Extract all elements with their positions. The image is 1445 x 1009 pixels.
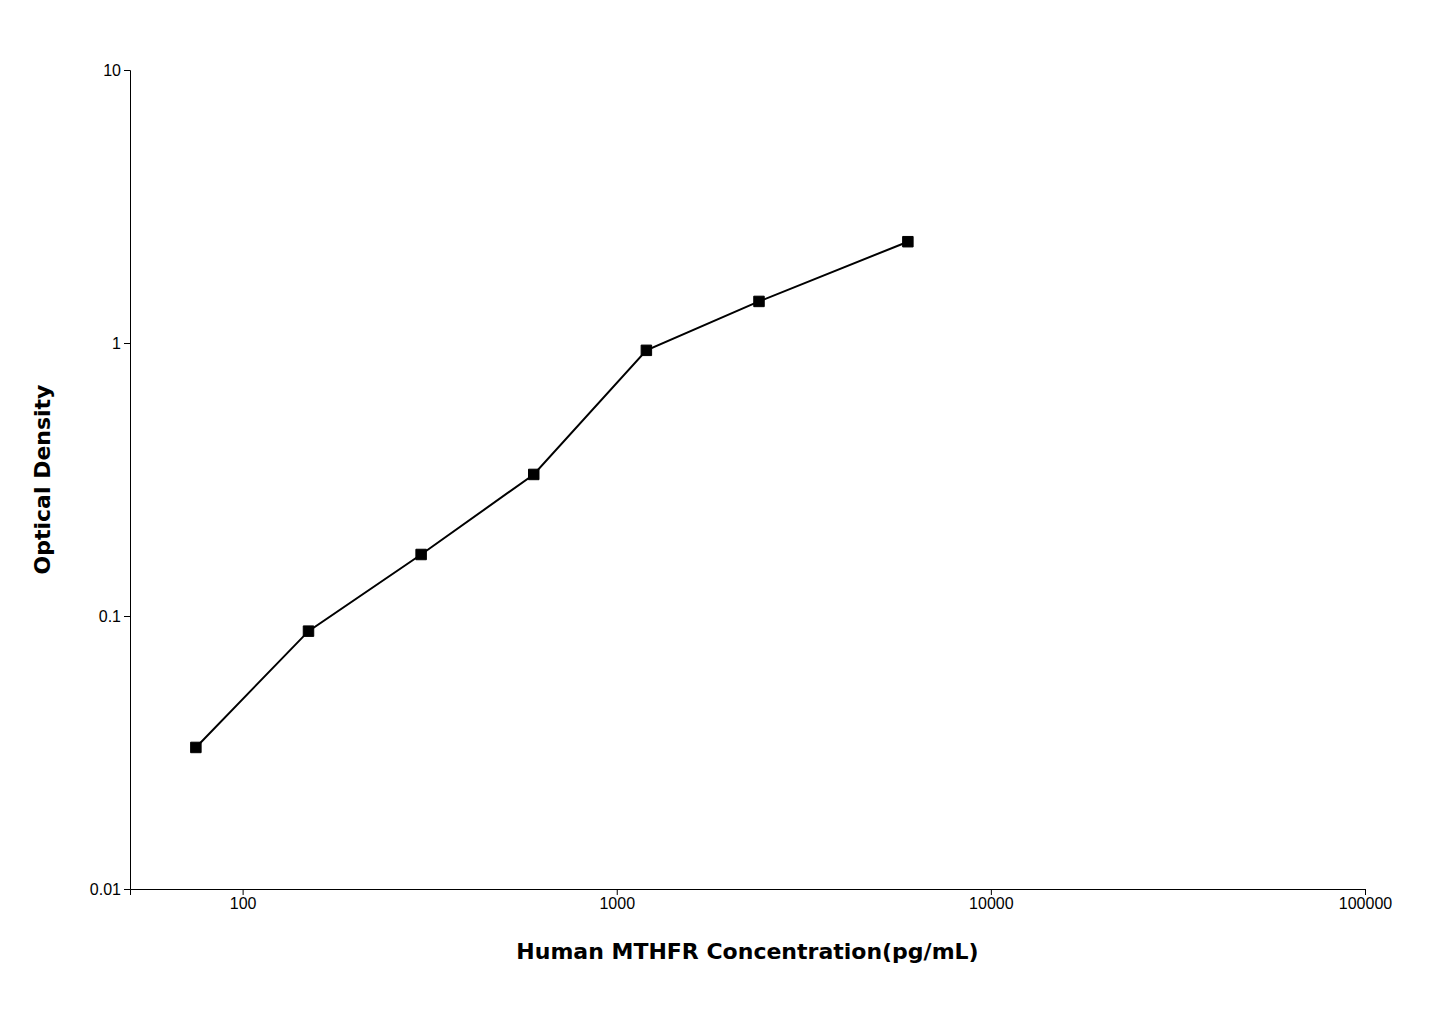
x-axis-line [131, 890, 1366, 896]
x-tick: 100 [230, 889, 257, 912]
data-point [303, 626, 313, 636]
x-tick: 100000 [1339, 889, 1392, 912]
x-axis: 100 1000 10000 100000 [131, 889, 1393, 912]
data-line [196, 242, 908, 748]
y-axis-title: Optical Density [30, 385, 55, 575]
data-point [903, 236, 913, 246]
x-tick-label: 100 [230, 895, 257, 912]
x-tick-label: 10000 [969, 895, 1014, 912]
x-tick: 10000 [969, 889, 1014, 912]
x-tick-mark [617, 889, 618, 895]
y-tick: 0.01 [90, 881, 130, 898]
y-tick-label: 1 [112, 335, 121, 352]
y-tick: 1 [112, 335, 130, 352]
x-tick-mark [991, 889, 992, 895]
y-axis-line [124, 71, 131, 890]
x-tick: 1000 [599, 889, 635, 912]
x-tick-label: 100000 [1339, 895, 1392, 912]
y-tick-mark [124, 70, 130, 71]
data-point [529, 469, 539, 479]
chart: 100 1000 10000 100000 0.01 0.1 1 10 Human MTHFR … [0, 0, 1445, 1009]
marks [191, 236, 913, 752]
y-tick-mark [124, 343, 130, 344]
x-tick-mark [243, 889, 244, 895]
y-tick-mark [124, 616, 130, 617]
data-point [754, 296, 764, 306]
plot-area: 100 1000 10000 100000 0.01 0.1 1 10 [90, 62, 1392, 913]
y-axis: 0.01 0.1 1 10 [90, 62, 131, 898]
data-point [641, 345, 651, 355]
y-tick: 0.1 [99, 608, 130, 625]
y-tick-label: 10 [103, 62, 121, 79]
chart-container: 100 1000 10000 100000 0.01 0.1 1 10 Human MTHFR … [0, 0, 1445, 1009]
y-tick-label: 0.1 [99, 608, 121, 625]
x-tick-mark [1365, 889, 1366, 895]
y-tick-mark [124, 889, 130, 890]
data-point [416, 549, 426, 559]
x-axis-title: Human MTHFR Concentration(pg/mL) [516, 939, 978, 964]
y-tick-label: 0.01 [90, 881, 121, 898]
data-point [191, 742, 201, 752]
y-tick: 10 [103, 62, 130, 79]
x-tick-label: 1000 [599, 895, 635, 912]
